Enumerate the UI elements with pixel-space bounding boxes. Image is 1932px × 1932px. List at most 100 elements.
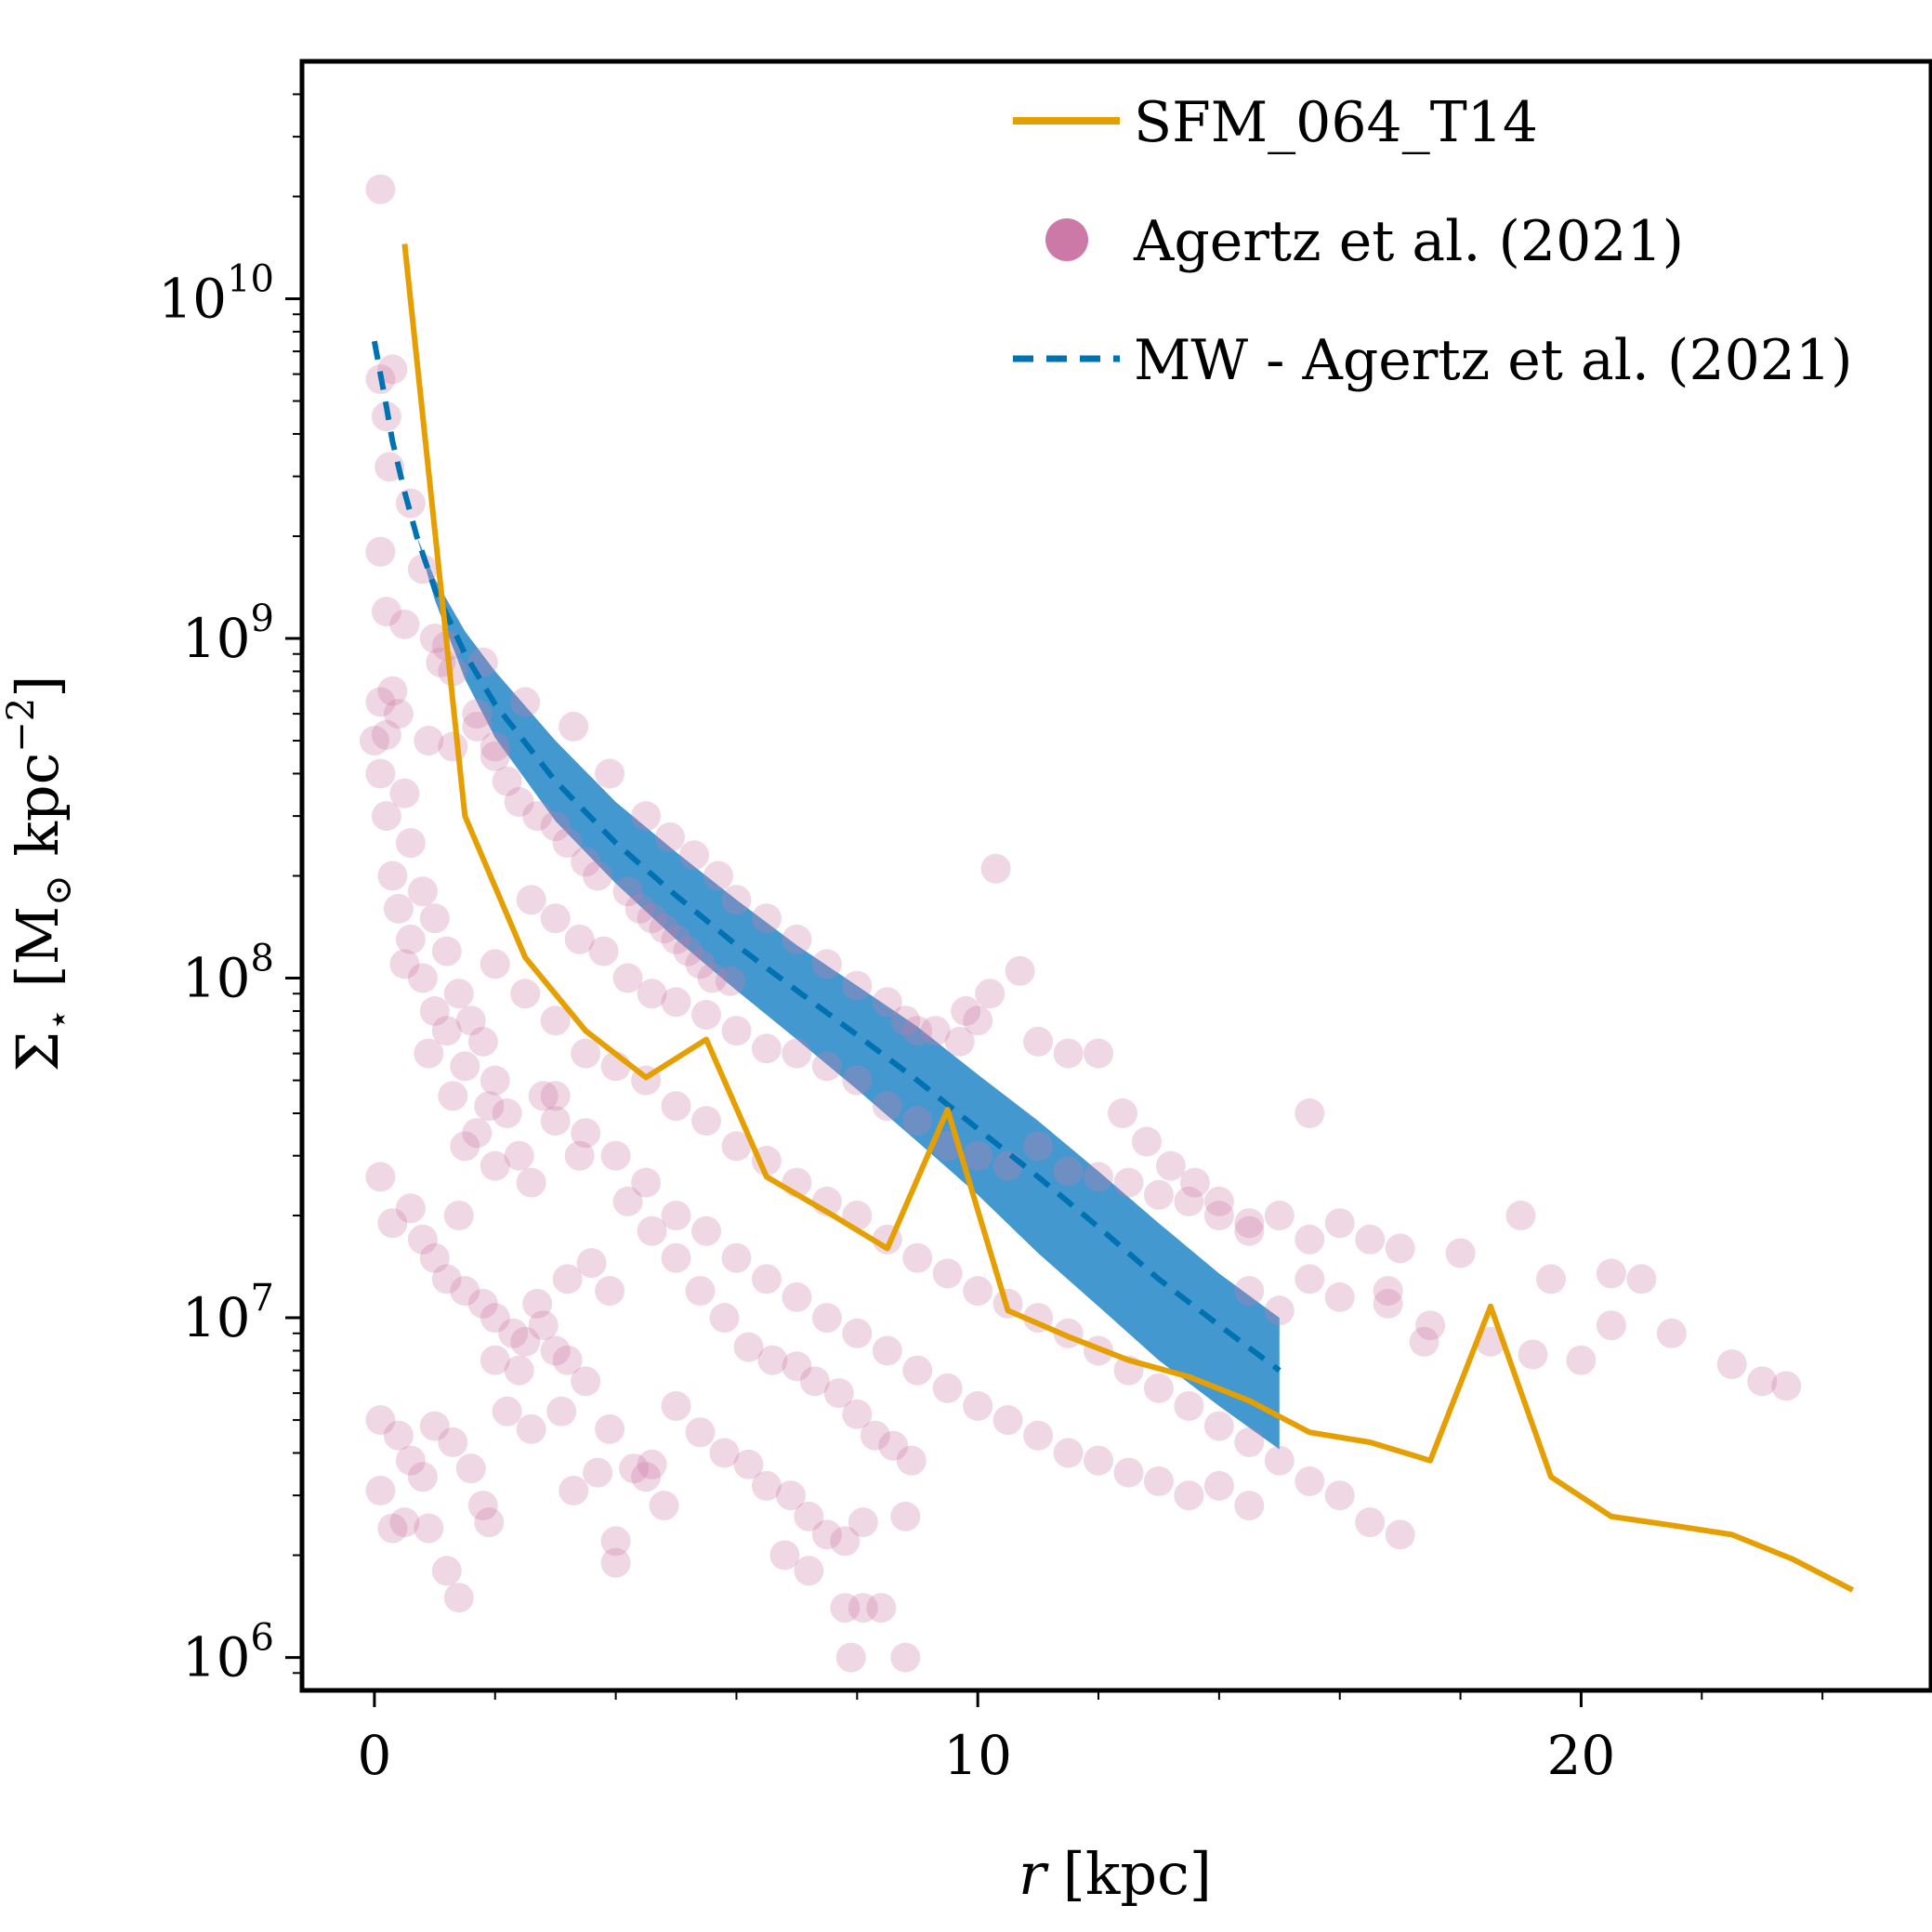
y-axis-label: Σ⋆[M⊙ kpc−2] bbox=[0, 676, 80, 1072]
agertz-point-94 bbox=[516, 1413, 546, 1444]
agertz-point-35 bbox=[389, 949, 420, 979]
agertz-point-210 bbox=[902, 1355, 933, 1386]
agertz-point-242 bbox=[794, 1501, 824, 1531]
agertz-point-91 bbox=[443, 1583, 474, 1613]
agertz-point-291 bbox=[1409, 1326, 1439, 1357]
agertz-point-264 bbox=[1155, 1150, 1186, 1181]
agertz-point-16 bbox=[383, 699, 414, 729]
agertz-point-164 bbox=[1234, 1216, 1265, 1246]
agertz-point-93 bbox=[492, 1396, 522, 1426]
y-tick-label-2: 108 bbox=[182, 938, 274, 1010]
agertz-point-196 bbox=[1355, 1507, 1386, 1538]
agertz-point-134 bbox=[872, 987, 902, 1018]
agertz-point-234 bbox=[878, 1430, 909, 1461]
agertz-point-14 bbox=[377, 676, 408, 706]
agertz-point-241 bbox=[775, 1480, 806, 1511]
agertz-point-67 bbox=[510, 1326, 541, 1357]
agertz-point-224 bbox=[661, 1242, 691, 1273]
agertz-point-212 bbox=[963, 1391, 993, 1421]
agertz-point-111 bbox=[540, 811, 571, 842]
agertz-point-194 bbox=[1295, 1466, 1325, 1496]
agertz-point-23 bbox=[462, 699, 493, 729]
agertz-point-280 bbox=[1518, 1339, 1548, 1370]
agertz-point-1 bbox=[377, 354, 408, 385]
agertz-point-244 bbox=[830, 1526, 861, 1557]
agertz-point-150 bbox=[811, 1051, 842, 1082]
agertz-point-276 bbox=[1626, 1264, 1657, 1295]
agertz-point-256 bbox=[975, 979, 1005, 1009]
agertz-point-65 bbox=[480, 1303, 510, 1334]
agertz-point-153 bbox=[902, 1106, 933, 1137]
agertz-point-59 bbox=[395, 1193, 426, 1224]
agertz-point-193 bbox=[1264, 1445, 1295, 1476]
agertz-point-189 bbox=[1143, 1373, 1174, 1403]
agertz-point-228 bbox=[757, 1345, 788, 1375]
agertz-point-52 bbox=[540, 1106, 571, 1137]
agertz-point-30 bbox=[407, 876, 438, 907]
agertz-point-286 bbox=[1771, 1371, 1802, 1401]
agertz-point-78 bbox=[365, 1405, 396, 1436]
x-tick-label-0: 0 bbox=[357, 1724, 391, 1787]
agertz-point-46 bbox=[492, 1098, 522, 1128]
agertz-point-170 bbox=[571, 1038, 601, 1069]
agertz-point-207 bbox=[811, 1303, 842, 1334]
agertz-point-236 bbox=[661, 1391, 691, 1421]
agertz-point-50 bbox=[450, 1131, 480, 1162]
agertz-point-208 bbox=[842, 1318, 873, 1348]
agertz-point-192 bbox=[1234, 1427, 1265, 1457]
agertz-point-132 bbox=[811, 949, 842, 979]
agertz-point-47 bbox=[462, 1118, 493, 1149]
agertz-point-10 bbox=[419, 624, 450, 653]
agertz-point-239 bbox=[733, 1449, 764, 1479]
agertz-point-200 bbox=[600, 1140, 631, 1171]
agertz-point-43 bbox=[450, 1051, 480, 1082]
agertz-point-133 bbox=[842, 970, 873, 1001]
agertz-point-281 bbox=[1566, 1345, 1597, 1375]
agertz-point-221 bbox=[1234, 1491, 1265, 1521]
agertz-point-62 bbox=[431, 1264, 462, 1295]
agertz-point-84 bbox=[455, 1453, 486, 1484]
agertz-point-226 bbox=[709, 1303, 740, 1334]
agertz-point-142 bbox=[588, 936, 619, 966]
agertz-point-225 bbox=[685, 1276, 716, 1307]
agertz-point-145 bbox=[661, 987, 691, 1018]
agertz-point-135 bbox=[890, 1005, 921, 1036]
agertz-point-97 bbox=[583, 1457, 613, 1488]
agertz-point-272 bbox=[1445, 1238, 1476, 1268]
agertz-point-89 bbox=[414, 1513, 444, 1544]
y-tick-label-0: 106 bbox=[182, 1617, 274, 1689]
agertz-point-237 bbox=[685, 1417, 716, 1448]
agertz-point-24 bbox=[559, 711, 589, 742]
agertz-point-29 bbox=[377, 861, 408, 891]
agertz-point-31 bbox=[383, 893, 414, 924]
agertz-point-39 bbox=[455, 1005, 486, 1036]
agertz-point-271 bbox=[1385, 1233, 1415, 1264]
agertz-point-287 bbox=[1373, 1288, 1403, 1319]
agertz-point-254 bbox=[980, 853, 1011, 884]
agertz-point-141 bbox=[564, 924, 595, 954]
agertz-point-292 bbox=[1295, 1264, 1325, 1295]
agertz-point-131 bbox=[782, 924, 812, 954]
agertz-point-107 bbox=[480, 731, 510, 762]
agertz-point-64 bbox=[467, 1288, 498, 1319]
agertz-point-121 bbox=[673, 936, 703, 966]
agertz-point-151 bbox=[842, 1065, 873, 1096]
agertz-point-215 bbox=[1053, 1438, 1084, 1468]
agertz-point-129 bbox=[721, 885, 752, 915]
agertz-point-119 bbox=[649, 913, 679, 944]
agertz-point-124 bbox=[716, 966, 745, 996]
agertz-point-123 bbox=[697, 963, 728, 993]
agertz-point-81 bbox=[407, 1462, 438, 1492]
agertz-point-249 bbox=[848, 1593, 878, 1623]
agertz-point-53 bbox=[564, 1140, 595, 1171]
agertz-point-140 bbox=[540, 903, 571, 934]
agertz-point-36 bbox=[407, 963, 438, 993]
agertz-point-232 bbox=[842, 1399, 873, 1429]
agertz-point-99 bbox=[600, 1526, 631, 1557]
agertz-point-175 bbox=[721, 1131, 752, 1162]
x-axis: 0 10 20 bbox=[357, 1690, 1824, 1787]
agertz-point-7 bbox=[407, 554, 438, 585]
agertz-point-255 bbox=[1005, 955, 1035, 986]
agertz-point-120 bbox=[661, 924, 691, 954]
